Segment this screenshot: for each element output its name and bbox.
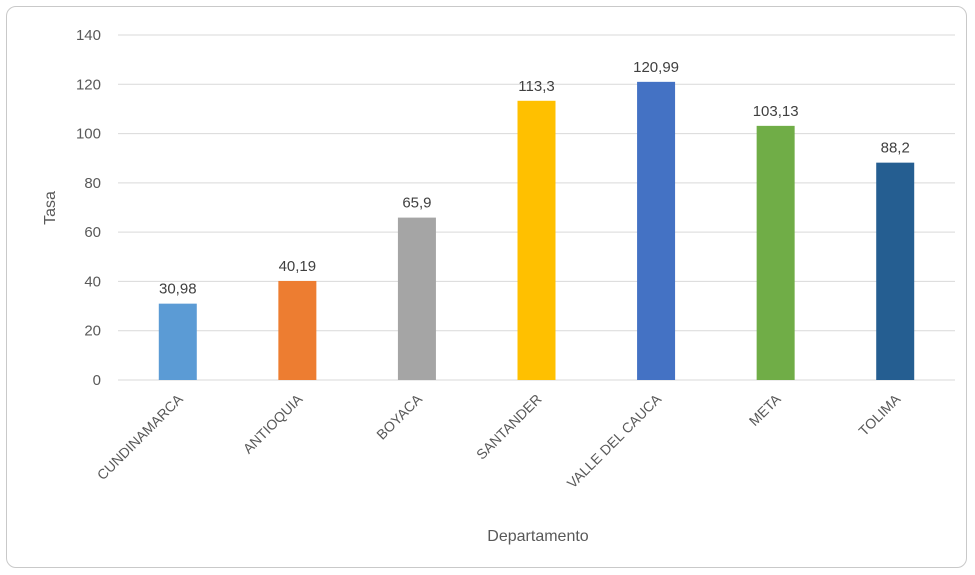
data-label: 65,9	[402, 195, 431, 212]
x-category-label: SANTANDER	[473, 391, 545, 463]
bar	[517, 100, 556, 381]
bar	[756, 125, 795, 380]
data-label: 40,19	[279, 258, 317, 275]
y-tick-label: 100	[76, 126, 101, 143]
data-labels: 30,98 40,19 65,9 113,3 120,99 103,13 88,2	[159, 59, 910, 298]
y-tick-label: 0	[93, 372, 101, 389]
data-label: 103,13	[753, 103, 799, 120]
bar	[876, 162, 915, 380]
y-axis-ticks: 0 20 40 60 80 100 120 140	[76, 27, 101, 389]
x-axis-title: Departamento	[487, 528, 588, 545]
x-category-label: META	[746, 390, 785, 429]
x-category-label: TOLIMA	[855, 390, 903, 438]
x-category-label: CUNDINAMARCA	[94, 390, 187, 483]
y-tick-label: 80	[84, 175, 101, 192]
data-label: 113,3	[518, 78, 554, 95]
data-label: 30,98	[159, 281, 197, 298]
bar	[397, 217, 436, 380]
bar	[637, 81, 676, 380]
y-tick-label: 60	[84, 224, 101, 241]
bars	[158, 81, 915, 381]
y-tick-label: 140	[76, 27, 101, 44]
x-category-label: VALLE DEL CAUCA	[564, 390, 665, 491]
x-category-label: ANTIOQUIA	[240, 390, 306, 456]
data-label: 88,2	[881, 140, 910, 157]
y-tick-label: 20	[84, 323, 101, 340]
data-label: 120,99	[633, 59, 679, 76]
chart-area	[6, 6, 967, 568]
bar	[158, 303, 197, 380]
x-axis-categories: CUNDINAMARCA ANTIOQUIA BOYACA SANTANDER VALL…	[94, 390, 904, 491]
y-tick-label: 40	[84, 273, 101, 290]
x-category-label: BOYACA	[373, 390, 425, 442]
y-tick-label: 120	[76, 76, 101, 93]
y-axis-title: Tasa	[42, 191, 59, 225]
bar	[278, 280, 317, 380]
